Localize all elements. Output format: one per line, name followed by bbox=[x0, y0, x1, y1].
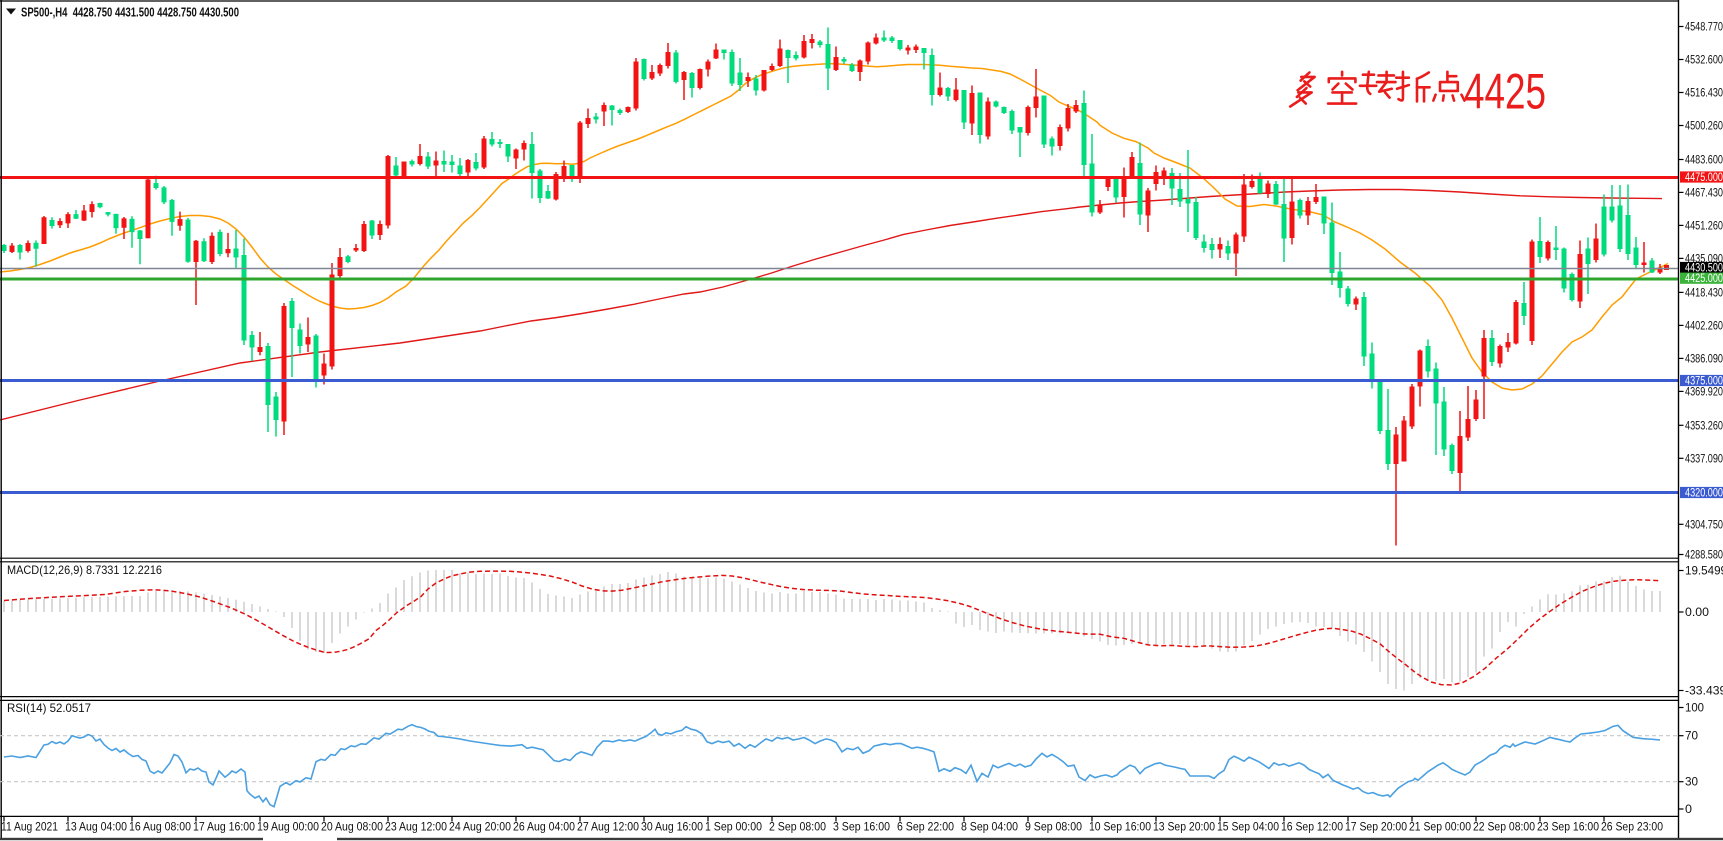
svg-text:4430.500: 4430.500 bbox=[1685, 263, 1723, 275]
svg-text:30: 30 bbox=[1685, 777, 1698, 789]
svg-text:1 Sep 00:00: 1 Sep 00:00 bbox=[705, 820, 762, 834]
svg-text:RSI(14) 52.0517: RSI(14) 52.0517 bbox=[7, 701, 91, 715]
svg-text:0.00: 0.00 bbox=[1685, 607, 1709, 619]
svg-text:4353.260: 4353.260 bbox=[1685, 420, 1723, 432]
svg-text:MACD(12,26,9) 8.7331 12.2216: MACD(12,26,9) 8.7331 12.2216 bbox=[7, 563, 162, 577]
svg-text:4386.090: 4386.090 bbox=[1685, 353, 1723, 365]
svg-text:4451.260: 4451.260 bbox=[1685, 220, 1723, 232]
svg-text:0: 0 bbox=[1685, 804, 1692, 816]
svg-text:9 Sep 08:00: 9 Sep 08:00 bbox=[1025, 820, 1082, 834]
svg-text:4483.600: 4483.600 bbox=[1685, 155, 1723, 167]
svg-text:21 Sep 00:00: 21 Sep 00:00 bbox=[1409, 820, 1471, 834]
svg-text:10 Sep 16:00: 10 Sep 16:00 bbox=[1089, 820, 1151, 834]
svg-text:-33.4394: -33.4394 bbox=[1685, 686, 1723, 698]
svg-text:11 Aug 2021: 11 Aug 2021 bbox=[1, 820, 58, 834]
svg-text:24 Aug 20:00: 24 Aug 20:00 bbox=[449, 820, 511, 834]
svg-text:4402.260: 4402.260 bbox=[1685, 320, 1723, 332]
svg-text:4304.750: 4304.750 bbox=[1685, 519, 1723, 531]
svg-text:13 Sep 20:00: 13 Sep 20:00 bbox=[1153, 820, 1215, 834]
svg-text:17 Sep 20:00: 17 Sep 20:00 bbox=[1345, 820, 1407, 834]
svg-text:8 Sep 04:00: 8 Sep 04:00 bbox=[961, 820, 1018, 834]
svg-text:4467.430: 4467.430 bbox=[1685, 187, 1723, 199]
svg-text:4425: 4425 bbox=[1464, 64, 1546, 120]
svg-text:20 Aug 08:00: 20 Aug 08:00 bbox=[321, 820, 383, 834]
svg-text:100: 100 bbox=[1685, 703, 1704, 715]
svg-text:70: 70 bbox=[1685, 731, 1698, 743]
svg-text:2 Sep 08:00: 2 Sep 08:00 bbox=[769, 820, 826, 834]
svg-text:26 Sep 23:00: 26 Sep 23:00 bbox=[1601, 820, 1663, 834]
svg-text:SP500-,H4 4428.750 4431.500 4: SP500-,H4 4428.750 4431.500 4428.750 443… bbox=[21, 5, 239, 20]
svg-text:4548.770: 4548.770 bbox=[1685, 22, 1723, 34]
svg-text:17 Aug 16:00: 17 Aug 16:00 bbox=[193, 820, 255, 834]
svg-text:4337.090: 4337.090 bbox=[1685, 453, 1723, 465]
svg-text:4288.580: 4288.580 bbox=[1685, 550, 1723, 562]
svg-text:23 Aug 12:00: 23 Aug 12:00 bbox=[385, 820, 447, 834]
svg-text:22 Sep 08:00: 22 Sep 08:00 bbox=[1473, 820, 1535, 834]
svg-text:6 Sep 22:00: 6 Sep 22:00 bbox=[897, 820, 954, 834]
svg-text:3 Sep 16:00: 3 Sep 16:00 bbox=[833, 820, 890, 834]
svg-text:4425.000: 4425.000 bbox=[1685, 273, 1723, 285]
svg-text:30 Aug 16:00: 30 Aug 16:00 bbox=[641, 820, 703, 834]
svg-text:16 Aug 08:00: 16 Aug 08:00 bbox=[129, 820, 191, 834]
svg-text:16 Sep 12:00: 16 Sep 12:00 bbox=[1281, 820, 1343, 834]
svg-text:15 Sep 04:00: 15 Sep 04:00 bbox=[1217, 820, 1279, 834]
svg-text:27 Aug 12:00: 27 Aug 12:00 bbox=[577, 820, 639, 834]
svg-text:19 Aug 00:00: 19 Aug 00:00 bbox=[257, 820, 319, 834]
svg-text:4418.430: 4418.430 bbox=[1685, 287, 1723, 299]
svg-text:4369.920: 4369.920 bbox=[1685, 386, 1723, 398]
svg-text:4516.430: 4516.430 bbox=[1685, 88, 1723, 100]
svg-text:4500.260: 4500.260 bbox=[1685, 121, 1723, 133]
svg-text:13 Aug 04:00: 13 Aug 04:00 bbox=[65, 820, 127, 834]
svg-text:19.5499: 19.5499 bbox=[1685, 566, 1723, 578]
svg-text:4532.600: 4532.600 bbox=[1685, 55, 1723, 67]
svg-text:4320.000: 4320.000 bbox=[1685, 488, 1723, 500]
svg-text:4375.000: 4375.000 bbox=[1685, 376, 1723, 388]
svg-text:23 Sep 16:00: 23 Sep 16:00 bbox=[1537, 820, 1599, 834]
svg-text:4475.000: 4475.000 bbox=[1685, 172, 1723, 184]
svg-text:26 Aug 04:00: 26 Aug 04:00 bbox=[513, 820, 575, 834]
